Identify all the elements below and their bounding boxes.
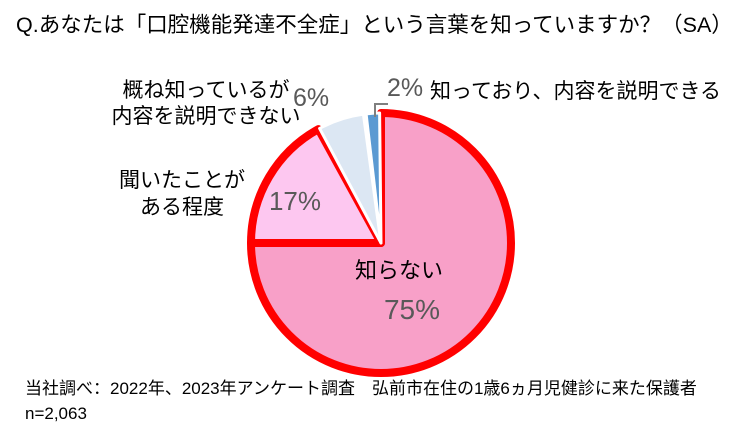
- value-label-17pct: 17%: [268, 186, 322, 216]
- label-kiita-line1: 聞いたことが: [119, 169, 245, 192]
- pie-slice-kiita-koto-17pct: [247, 125, 385, 247]
- label-kiita-koto-ga-aru: 聞いたことが ある程度: [102, 167, 262, 221]
- label-shiranai: 知らない: [354, 258, 443, 283]
- pie-slice-oomune-6pct: [318, 112, 383, 245]
- label-oomune-line1: 概ね知っているが: [122, 79, 290, 102]
- label-kiita-line2: ある程度: [140, 196, 224, 219]
- label-shitteori-setsumei-dekiru: 知っており、内容を説明できる: [430, 80, 722, 103]
- source-note-line2: n=2,063: [25, 404, 87, 423]
- value-label-75pct: 75%: [383, 294, 441, 325]
- source-note-line1: 当社調べ：2022年、2023年アンケート調査 弘前市在住の1歳6ヵ月児健診に来…: [25, 379, 697, 398]
- value-label-6pct: 6%: [293, 84, 330, 112]
- label-oomune-shitteiru: 概ね知っているが 内容を説明できない: [106, 78, 306, 130]
- source-note: 当社調べ：2022年、2023年アンケート調査 弘前市在住の1歳6ヵ月児健診に来…: [25, 376, 697, 426]
- chart-title: Q.あなたは「口腔機能発達不全症」という言葉を知っていますか？（SA）: [16, 13, 733, 37]
- label-oomune-line2: 内容を説明できない: [111, 105, 301, 128]
- value-label-2pct: 2%: [387, 74, 424, 102]
- pie-slice-shiranai-75pct: [247, 109, 515, 377]
- leader-line-2pct: [374, 103, 388, 117]
- pie-slice-setsumei-dekiru-2pct: [364, 111, 383, 245]
